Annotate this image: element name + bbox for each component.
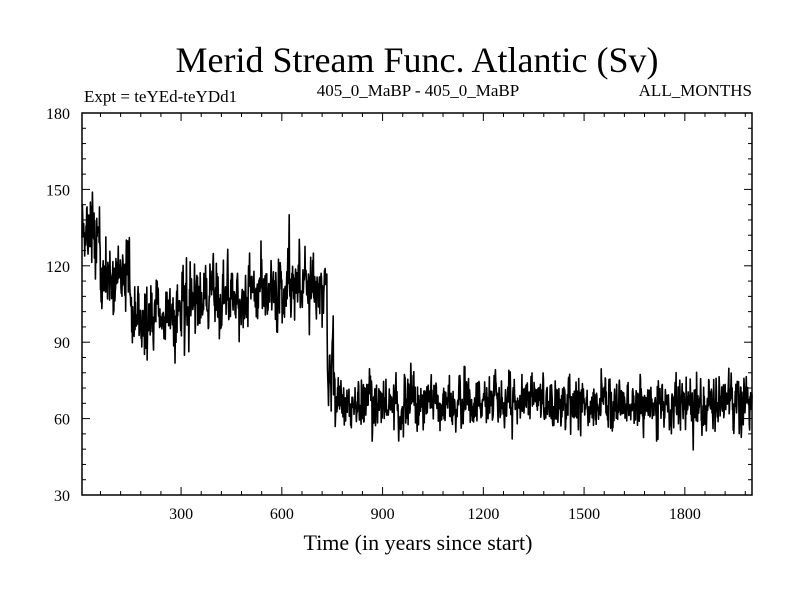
y-tick-label: 60 xyxy=(54,412,70,429)
x-tick-label: 600 xyxy=(270,506,294,523)
tick-layer: 30 60 90 120 150 180 300 600 900 1200 1500 1800 xyxy=(46,106,752,523)
chart-title: Merid Stream Func. Atlantic (Sv) xyxy=(176,40,659,80)
data-layer xyxy=(81,191,753,451)
y-tick-label: 90 xyxy=(54,335,70,352)
plot-frame xyxy=(81,112,753,496)
x-tick-label: 300 xyxy=(169,506,193,523)
x-axis-label: Time (in years since start) xyxy=(304,530,533,555)
x-tick-label: 1800 xyxy=(669,506,701,523)
y-tick-label: 150 xyxy=(46,182,70,199)
subtitle-center: 405_0_MaBP - 405_0_MaBP xyxy=(317,81,519,100)
y-tick-label: 30 xyxy=(54,488,70,505)
subtitle-right: ALL_MONTHS xyxy=(639,81,752,100)
y-tick-label: 120 xyxy=(46,259,70,276)
series-line xyxy=(81,191,753,451)
x-tick-label: 900 xyxy=(371,506,395,523)
x-tick-label: 1200 xyxy=(467,506,499,523)
x-tick-label: 1500 xyxy=(568,506,600,523)
y-tick-label: 180 xyxy=(46,106,70,123)
subtitle-left: Expt = teYEd-teYDd1 xyxy=(84,87,237,106)
